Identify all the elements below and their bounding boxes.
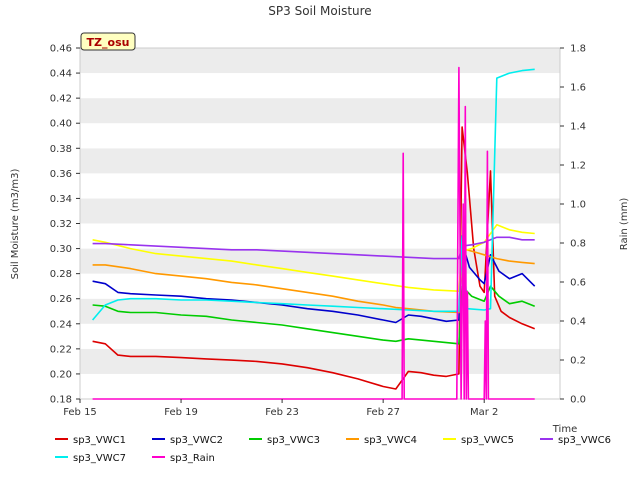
x-tick-label: Feb 19 [164,407,198,418]
chart-title: SP3 Soil Moisture [268,4,371,18]
y2-tick-label: 1.0 [570,200,586,211]
grid-band [80,123,560,149]
x-tick-label: Feb 23 [265,407,299,418]
legend-label: sp3_VWC6 [558,435,611,446]
series-layer [91,66,536,400]
grid-band [80,198,560,224]
y2-tick-label: 1.2 [570,161,586,172]
y-tick-label: 0.44 [50,69,72,80]
site-badge-label: TZ_osu [87,36,130,49]
y-tick-label: 0.34 [50,194,72,205]
legend-label: sp3_VWC1 [73,435,126,446]
grid-band [80,98,560,124]
y2-tick-label: 0.6 [570,278,586,289]
grid-band [80,48,560,74]
grid-band [80,148,560,174]
x-tick-label: Feb 15 [63,407,97,418]
legend-label: sp3_VWC2 [170,435,223,446]
y2-tick-label: 0.0 [570,395,586,406]
x-tick-label: Feb 27 [366,407,400,418]
grid-band [80,298,560,324]
series-line-sp3-vwc1 [92,126,535,390]
y2-tick-label: 0.2 [570,356,586,367]
x-axis-title: Time [552,424,577,435]
legend-label: sp3_Rain [170,453,215,464]
y-tick-label: 0.24 [50,319,72,330]
grid-band [80,73,560,99]
legend-label: sp3_VWC4 [364,435,417,446]
grid-band [80,323,560,349]
y2-tick-label: 1.6 [570,83,586,94]
y-axis-left: 0.18 0.20 0.22 0.24 0.26 0.28 0.30 0.32 0.34 0.36… [50,44,80,406]
y-tick-label: 0.40 [50,119,72,130]
y-tick-label: 0.42 [50,94,72,105]
x-axis: Feb 15 Feb 19 Feb 23 Feb 27 Mar 2 [63,399,498,418]
y-tick-label: 0.38 [50,144,72,155]
legend-label: sp3_VWC3 [267,435,320,446]
series-line-sp3-vwc7 [91,68,535,321]
y-tick-label: 0.22 [50,344,72,355]
grid-band [80,173,560,199]
site-badge: TZ_osu [80,32,136,51]
y2-tick-label: 1.4 [570,122,586,133]
y-axis-title: Soil Moisture (m3/m3) [10,169,21,280]
y2-tick-label: 1.8 [570,44,586,55]
y-tick-label: 0.28 [50,269,72,280]
y-tick-label: 0.32 [50,219,72,230]
y-tick-label: 0.30 [50,244,72,255]
y2-axis-title: Rain (mm) [619,198,630,251]
y2-tick-label: 0.8 [570,239,586,250]
series-line-sp3-rain [92,66,535,400]
y-tick-label: 0.46 [50,44,72,55]
legend-label: sp3_VWC5 [461,435,514,446]
y-tick-label: 0.26 [50,294,72,305]
x-tick-label: Mar 2 [470,407,498,418]
y-tick-label: 0.18 [50,395,72,406]
legend-label: sp3_VWC7 [73,453,126,464]
grid-band [80,373,560,399]
y-tick-label: 0.36 [50,169,72,180]
y-axis-right: 0.0 0.2 0.4 0.6 0.8 1.0 1.2 1.4 1.6 1.8 [560,44,586,406]
y2-tick-label: 0.4 [570,317,586,328]
legend: sp3_VWC1 sp3_VWC2 sp3_VWC3 sp3_VWC4 sp3_VWC5… [55,435,611,464]
y-tick-label: 0.20 [50,369,72,380]
